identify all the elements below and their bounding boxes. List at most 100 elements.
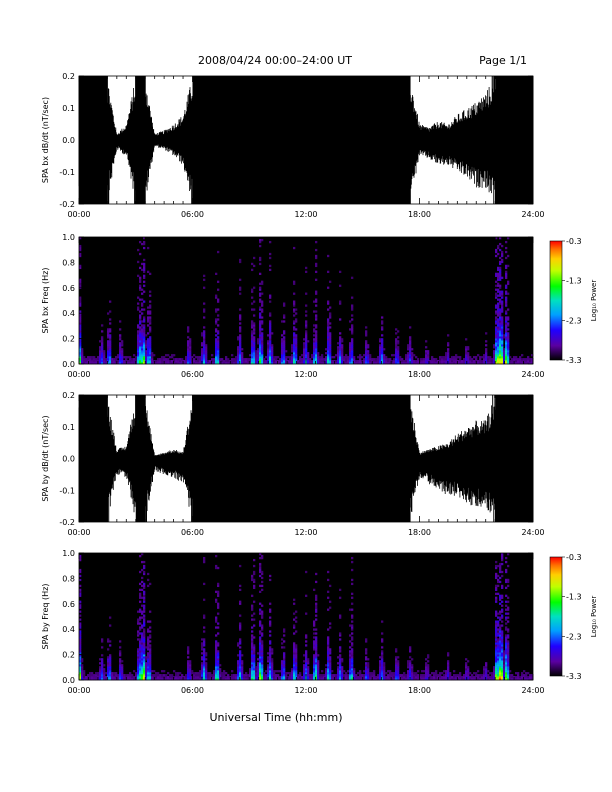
spectrogram-cell (365, 666, 368, 669)
spectrogram-cell (227, 362, 230, 365)
spectrogram-cell (531, 362, 534, 365)
spectrogram-cell (493, 674, 496, 677)
spectrogram-cell (291, 676, 294, 679)
spectrogram-cell (109, 330, 112, 333)
spectrogram-cell (505, 342, 508, 345)
spectrogram-cell (495, 620, 498, 623)
spectrogram-cell (157, 674, 160, 677)
spectrogram-cell (329, 600, 332, 603)
spectrogram-cell (329, 338, 332, 341)
y-tick-label: 0.2 (62, 335, 75, 344)
spectrogram-cell (305, 266, 308, 270)
spectrogram-cell (155, 678, 158, 681)
spectrogram-cell (507, 350, 510, 353)
spectrogram-cell (203, 346, 206, 349)
spectrogram-cell (119, 342, 122, 345)
spectrogram-cell (499, 638, 502, 641)
spectrogram-cell (435, 362, 438, 365)
spectrogram-cell (137, 350, 140, 353)
spectrogram-cell (127, 678, 130, 681)
spectrogram-cell (507, 646, 510, 649)
dbdt-saturated-segment (97, 395, 108, 522)
spectrogram-cell (375, 358, 378, 361)
spectrogram-cell (497, 344, 500, 347)
spectrogram-cell (315, 598, 318, 601)
spectrogram-cell (497, 298, 500, 301)
spectrogram-cell (495, 306, 498, 309)
spectrogram-cell (119, 352, 122, 355)
spectrogram-cell (283, 646, 286, 649)
spectrogram-cell (315, 640, 318, 643)
spectrogram-cell (295, 356, 298, 359)
dbdt-saturated-segment (504, 76, 515, 204)
spectrogram-cell (303, 660, 306, 663)
spectrogram-cell (269, 346, 272, 349)
spectrogram-cell (251, 636, 254, 639)
spectrogram-cell (265, 674, 268, 677)
spectrogram-cell (329, 670, 332, 673)
spectrogram-cell (409, 340, 412, 343)
spectrogram-cell (501, 610, 504, 613)
spectrogram-cell (495, 350, 498, 353)
spectrogram-cell (259, 346, 262, 349)
spectrogram-cell (353, 362, 356, 365)
spectrogram-cell (261, 556, 264, 560)
spectrogram-cell (251, 640, 254, 643)
spectrogram-cell (295, 328, 298, 331)
spectrogram-cell (261, 328, 264, 331)
dbdt-saturated-segment (239, 76, 250, 204)
spectrogram-cell (147, 338, 150, 341)
spectrogram-cell (497, 346, 500, 349)
spectrogram-cell (495, 628, 498, 631)
spectrogram-cell (491, 678, 494, 681)
spectrogram-cell (495, 336, 498, 339)
spectrogram-cell (179, 358, 182, 361)
spectrogram-cell (79, 350, 82, 353)
spectrogram-cell (517, 676, 520, 679)
spectrogram-cell (507, 628, 510, 631)
spectrogram-cell (497, 668, 500, 671)
spectrogram-cell (203, 656, 206, 659)
spectrogram-cell (271, 648, 274, 651)
spectrogram-cell (501, 296, 504, 299)
spectrogram-cell (89, 676, 92, 679)
colorbar-gradient (549, 240, 563, 361)
spectrogram-cell (263, 362, 266, 365)
spectrogram-cell (397, 336, 400, 339)
colorbar-tick-label: -0.3 (566, 553, 582, 562)
spectrogram-cell (91, 356, 94, 359)
spectrogram-cell (487, 676, 490, 679)
spectrogram-cell (303, 654, 306, 657)
spectrogram-cell (349, 320, 352, 323)
spectrogram-cell (467, 666, 470, 669)
spectrogram-cell (397, 668, 400, 671)
dbdt-saturated-segment (324, 395, 335, 522)
spectrogram-cell (267, 658, 270, 661)
spectrogram-cell (99, 340, 102, 343)
spectrogram-cell (505, 608, 508, 611)
spectrogram-cell (147, 662, 150, 665)
dbdt-saturated-segment (211, 76, 222, 204)
spectrogram-cell (261, 666, 264, 669)
spectrogram-cell (283, 354, 286, 357)
spectrogram-cell (273, 678, 276, 681)
spectrogram-cell (389, 670, 392, 673)
spectrogram-cell (307, 352, 310, 355)
spectrogram-cell (507, 608, 510, 611)
spectrogram-cell (259, 238, 262, 242)
spectrogram-cell (391, 674, 394, 677)
spectrogram-cell (525, 678, 528, 681)
spectrogram-cell (329, 658, 332, 661)
spectrogram-cell (79, 352, 82, 355)
spectrogram-cell (371, 674, 374, 677)
spectrogram-cell (259, 608, 262, 611)
spectrogram-cell (109, 328, 112, 331)
spectrogram-cell (259, 282, 262, 285)
dbdt-saturated-segment (268, 76, 279, 204)
spectrogram-cell (281, 666, 284, 669)
spectrogram-cell (219, 678, 222, 681)
spectrogram-cell (505, 622, 508, 625)
spectrogram-cell (87, 674, 90, 677)
spectrogram-cell (283, 634, 286, 637)
spectrogram-cell (499, 676, 502, 679)
